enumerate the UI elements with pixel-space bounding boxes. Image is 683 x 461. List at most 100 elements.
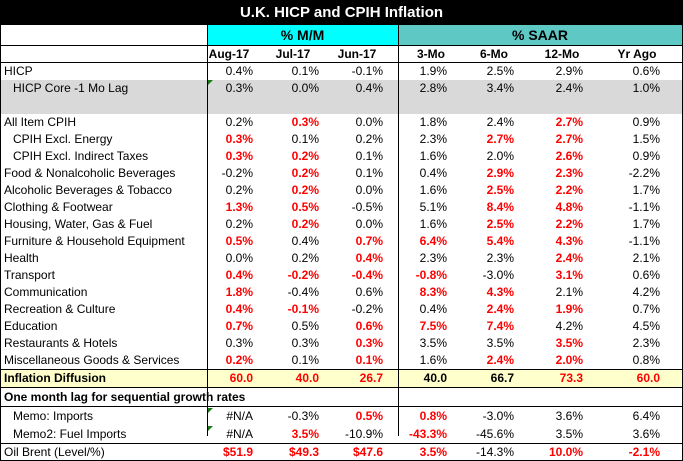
row-label: Alcoholic Beverages & Tobacco [4, 183, 172, 197]
table-cell: 0.0% [355, 217, 383, 231]
table-cell: 3.5% [555, 336, 583, 350]
table-cell: -1.1% [628, 234, 660, 248]
table-cell: 10.0% [548, 445, 583, 459]
table-cell: -3.0% [482, 409, 514, 423]
column-header-row: Aug-17 Jul-17 Jun-17 3-Mo 6-Mo 12-Mo Yr Ago [1, 45, 682, 63]
table-cell: 4.5% [632, 319, 660, 333]
row-label: HICP [4, 64, 33, 78]
table-cell: 2.6% [555, 149, 583, 163]
table-cell: 1.6% [419, 353, 447, 367]
table-cell: 3.5% [419, 336, 447, 350]
table-cell: 2.7% [555, 132, 583, 146]
table-cell: -45.6% [475, 427, 514, 441]
table-cell: 0.4% [225, 64, 253, 78]
table-cell: 0.3% [225, 149, 253, 163]
table-cell: 3.5% [486, 336, 514, 350]
table-cell: 0.2% [225, 353, 253, 367]
table-cell: 1.8% [419, 115, 447, 129]
cell-marker-icon [208, 408, 213, 413]
table-cell: -43.3% [408, 427, 447, 441]
table-cell: 2.7% [555, 115, 583, 129]
table-cell: 6.4% [632, 409, 660, 423]
table-cell: #N/A [226, 409, 253, 423]
table-cell: 0.8% [419, 409, 447, 423]
table-cell: 0.1% [355, 149, 383, 163]
table-cell: 2.0% [486, 149, 514, 163]
table-cell: $51.9 [222, 445, 253, 459]
table-cell: 3.5% [419, 445, 447, 459]
table-cell: 2.8% [419, 81, 447, 95]
divider [1, 443, 682, 444]
table-row: Clothing & Footwear 1.3% 0.5% -0.5% 5.1% 8.4%… [1, 199, 682, 216]
memo-row: Memo: Imports #N/A -0.3% 0.5% 0.8% -3.0% 3.6% 6… [1, 408, 682, 425]
table-cell: 2.5% [486, 64, 514, 78]
table-cell: 0.6% [632, 64, 660, 78]
table-cell: 8.3% [419, 285, 447, 299]
table-cell: 26.7 [359, 371, 383, 385]
table-cell: 1.6% [419, 149, 447, 163]
table-cell: 0.0% [355, 183, 383, 197]
column-header: 6-Mo [480, 47, 508, 61]
table-cell: 3.6% [555, 409, 583, 423]
table-cell: -0.2% [221, 166, 253, 180]
table-cell: 2.4% [486, 302, 514, 316]
column-divider [398, 25, 399, 436]
table-cell: 2.1% [555, 285, 583, 299]
header-blank [1, 25, 207, 45]
table-cell: 2.4% [555, 251, 583, 265]
table-cell: -0.1% [351, 64, 383, 78]
table-cell: 0.1% [291, 64, 319, 78]
table-cell: 2.3% [555, 166, 583, 180]
table-row: Restaurants & Hotels 0.3% 0.3% 0.3% 3.5% 3.5%… [1, 335, 682, 352]
table-cell: 7.4% [486, 319, 514, 333]
table-row: Recreation & Culture 0.4% -0.1% -0.2% 0.4% 2.… [1, 301, 682, 318]
table-cell: 5.4% [486, 234, 514, 248]
table-cell: 0.1% [355, 166, 383, 180]
table-row: CPIH Excl. Energy 0.3% 0.1% 0.2% 2.3% 2.7% 2.7… [1, 131, 682, 148]
table-cell: 0.7% [225, 319, 253, 333]
table-row: Food & Nonalcoholic Beverages -0.2% 0.2% 0.… [1, 165, 682, 182]
row-label: Memo2: Fuel Imports [13, 427, 127, 441]
table-cell: 2.2% [555, 183, 583, 197]
table-cell: 2.9% [486, 166, 514, 180]
table-cell: 2.3% [486, 251, 514, 265]
table-row: Health 0.0% 0.2% 0.4% 2.3% 2.3% 2.4% 2.1% [1, 250, 682, 267]
row-label: HICP Core -1 Mo Lag [13, 81, 129, 95]
table-cell: 4.3% [486, 285, 514, 299]
table-cell: 0.2% [291, 251, 319, 265]
table-cell: -1.1% [628, 200, 660, 214]
table-cell: 0.7% [355, 234, 383, 248]
table-cell: -2.1% [628, 445, 660, 459]
table-cell: 0.4% [225, 268, 253, 282]
table-cell: 0.0% [291, 81, 319, 95]
row-label: CPIH Excl. Indirect Taxes [13, 149, 149, 163]
row-label: All Item CPIH [4, 115, 77, 129]
row-label: Restaurants & Hotels [4, 336, 118, 350]
table-cell: -0.3% [287, 409, 319, 423]
table-cell: 4.2% [555, 319, 583, 333]
row-label: Recreation & Culture [4, 302, 116, 316]
table-cell: 2.3% [419, 251, 447, 265]
table-cell: 0.6% [355, 285, 383, 299]
table-cell: 2.5% [486, 183, 514, 197]
table-cell: 0.2% [291, 166, 319, 180]
table-cell: 0.9% [632, 115, 660, 129]
table-row: Miscellaneous Goods & Services 0.2% 0.1% 0.… [1, 352, 682, 369]
table-cell: 0.5% [291, 200, 319, 214]
table-row: Furniture & Household Equipment 0.5% 0.4% 0… [1, 233, 682, 250]
row-label: Inflation Diffusion [4, 371, 106, 385]
column-header: 3-Mo [417, 47, 445, 61]
table-row: Communication 1.8% -0.4% 0.6% 8.3% 4.3% 2.1% 4.… [1, 284, 682, 301]
table-cell: 60.0 [229, 371, 253, 385]
table-cell: 3.6% [632, 427, 660, 441]
table-cell: 40.0 [423, 371, 447, 385]
table-cell: 1.9% [555, 302, 583, 316]
header-saar: % SAAR [398, 25, 682, 45]
table-cell: 2.3% [632, 336, 660, 350]
table-row: Education 0.7% 0.5% 0.6% 7.5% 7.4% 4.2% 4.5% [1, 318, 682, 335]
table-cell: 0.9% [632, 149, 660, 163]
row-label: Food & Nonalcoholic Beverages [4, 166, 176, 180]
table-cell: 2.0% [555, 353, 583, 367]
table-row: HICP Core -1 Mo Lag 0.3% 0.0% 0.4% 2.8% 3.4% 2… [1, 80, 682, 97]
